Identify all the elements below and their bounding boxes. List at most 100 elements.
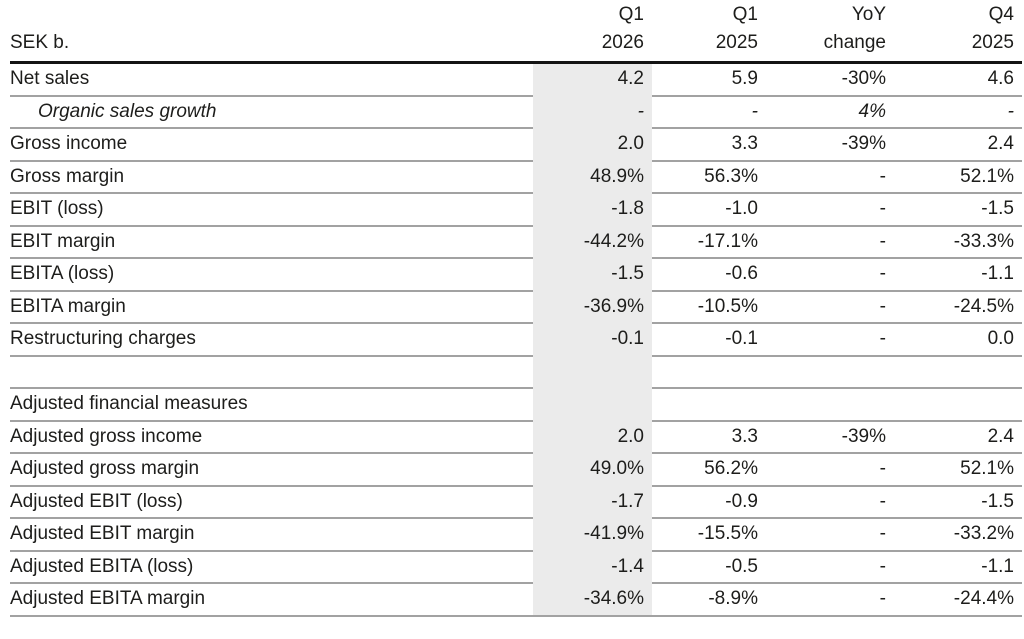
cell-yoy-change: - xyxy=(766,519,894,552)
cell-yoy-change: 4% xyxy=(766,97,894,129)
cell-q1-2025: -17.1% xyxy=(652,227,766,259)
cell-q1-2026: 2.0 xyxy=(533,421,652,454)
row-label: Restructuring charges xyxy=(10,324,533,357)
cell-yoy-change: - xyxy=(766,324,894,357)
row-label: Adjusted EBIT margin xyxy=(10,519,533,552)
table-row: EBITA margin -36.9% -10.5% - -24.5% xyxy=(10,291,1022,324)
cell-q1-2025: -8.9% xyxy=(652,584,766,617)
table-row: EBIT margin -44.2% -17.1% - -33.3% xyxy=(10,226,1022,259)
cell-q4-2025: 2.4 xyxy=(894,129,1022,162)
cell-q4-2025: -1.5 xyxy=(894,194,1022,227)
cell-q4-2025: 4.6 xyxy=(894,64,1022,97)
cell-q1-2025: -15.5% xyxy=(652,519,766,552)
row-label: Gross margin xyxy=(10,162,533,194)
cell-q4-2025: 52.1% xyxy=(894,454,1022,487)
cell-yoy-change: - xyxy=(766,227,894,259)
table-row: Adjusted EBITA margin -34.6% -8.9% - -24.4% xyxy=(10,584,1022,617)
cell-q1-2026: 48.9% xyxy=(533,161,652,194)
cell-yoy-change: - xyxy=(766,454,894,487)
column-header-line2: 2026 xyxy=(601,32,644,53)
cell-q1-2026: -1.5 xyxy=(533,259,652,292)
quarterly-results-table: SEK b. Q1 2026 Q1 2025 YoY change Q4 202… xyxy=(10,0,1022,617)
row-label: Adjusted EBITA (loss) xyxy=(10,552,533,584)
column-header-line2: 2025 xyxy=(715,32,758,53)
cell-q1-2026: 4.2 xyxy=(533,64,652,97)
row-label: Adjusted EBITA margin xyxy=(10,584,533,617)
unit-label-text: SEK b. xyxy=(10,32,70,53)
cell-yoy-change: -39% xyxy=(766,422,894,454)
column-header-line2: 2025 xyxy=(971,32,1014,53)
table-row: Gross income 2.0 3.3 -39% 2.4 xyxy=(10,129,1022,162)
column-header-line1: Q1 xyxy=(732,4,758,25)
cell-yoy-change: - xyxy=(766,162,894,194)
column-header-line1: Q1 xyxy=(618,4,644,25)
cell-q1-2026: 49.0% xyxy=(533,454,652,487)
cell-q4-2025: - xyxy=(894,97,1022,129)
cell-q1-2026: -34.6% xyxy=(533,584,652,617)
cell-q1-2025: -0.9 xyxy=(652,487,766,519)
row-label xyxy=(10,357,533,389)
cell-q1-2025: -0.5 xyxy=(652,552,766,584)
cell-yoy-change: - xyxy=(766,194,894,227)
cell-yoy-change: - xyxy=(766,487,894,519)
cell-q4-2025: -1.5 xyxy=(894,487,1022,519)
table-row: Adjusted EBITA (loss) -1.4 -0.5- -1.1 xyxy=(10,551,1022,584)
table-row: Adjusted EBIT (loss) -1.7 -0.9- -1.5 xyxy=(10,486,1022,519)
column-header-line1: Q4 xyxy=(988,4,1014,25)
section-title: Adjusted financial measures xyxy=(10,389,533,422)
table-row: EBIT (loss) -1.8 -1.0- -1.5 xyxy=(10,194,1022,227)
column-header-q1-2026: Q1 2026 xyxy=(533,0,652,61)
row-label: EBITA (loss) xyxy=(10,259,533,292)
cell-q1-2025: -0.6 xyxy=(652,259,766,292)
table-row: EBITA (loss) -1.5 -0.6- -1.1 xyxy=(10,259,1022,292)
cell-q1-2026 xyxy=(533,356,652,389)
cell-yoy-change: -30% xyxy=(766,64,894,97)
cell-q1-2026: -36.9% xyxy=(533,291,652,324)
column-header-line1: YoY xyxy=(851,4,886,25)
table-row: Restructuring charges -0.1 -0.1-0.0 xyxy=(10,324,1022,357)
cell-q1-2025: 5.9 xyxy=(652,64,766,97)
cell-q4-2025: -1.1 xyxy=(894,259,1022,292)
table-row: Adjusted EBIT margin -41.9% -15.5% - -33.2% xyxy=(10,519,1022,552)
cell-q1-2026 xyxy=(533,389,652,422)
cell-q4-2025: -33.2% xyxy=(894,519,1022,552)
column-header-yoy-change: YoY change xyxy=(766,0,894,61)
row-label: Adjusted gross margin xyxy=(10,454,533,487)
cell-q1-2025: 56.2% xyxy=(652,454,766,487)
cell-q4-2025: -24.4% xyxy=(894,584,1022,617)
row-label: Organic sales growth xyxy=(10,97,533,129)
cell-yoy-change: - xyxy=(766,584,894,617)
cell-q1-2025: 3.3 xyxy=(652,129,766,162)
cell-q1-2025: 3.3 xyxy=(652,422,766,454)
cell-yoy-change xyxy=(766,357,894,389)
cell-yoy-change: - xyxy=(766,259,894,292)
table-body: Net sales 4.2 5.9 -30% 4.6 Organic sales grow… xyxy=(10,64,1022,617)
cell-q1-2026: - xyxy=(533,96,652,129)
cell-q1-2025: 56.3% xyxy=(652,162,766,194)
cell-q1-2026: -1.7 xyxy=(533,486,652,519)
table-row: Net sales 4.2 5.9 -30% 4.6 xyxy=(10,64,1022,97)
cell-q1-2025 xyxy=(652,389,766,422)
cell-q1-2025: -10.5% xyxy=(652,292,766,324)
cell-q1-2026: -1.8 xyxy=(533,194,652,227)
cell-q4-2025 xyxy=(894,357,1022,389)
column-header-q4-2025: Q4 2025 xyxy=(894,0,1022,61)
cell-yoy-change: -39% xyxy=(766,129,894,162)
row-label: Adjusted EBIT (loss) xyxy=(10,487,533,519)
cell-q1-2025: -1.0 xyxy=(652,194,766,227)
cell-q4-2025: 52.1% xyxy=(894,162,1022,194)
row-label: Net sales xyxy=(10,64,533,97)
cell-q4-2025 xyxy=(894,389,1022,422)
table-row: Gross margin 48.9% 56.3% -52.1% xyxy=(10,161,1022,194)
cell-q1-2026: 2.0 xyxy=(533,129,652,162)
row-label: Adjusted gross income xyxy=(10,422,533,454)
cell-q1-2026: -41.9% xyxy=(533,519,652,552)
cell-q1-2026: -44.2% xyxy=(533,226,652,259)
unit-label: SEK b. xyxy=(10,0,533,61)
cell-q4-2025: 2.4 xyxy=(894,422,1022,454)
spacer-row xyxy=(10,356,1022,389)
row-label: EBIT (loss) xyxy=(10,194,533,227)
cell-q1-2025: - xyxy=(652,97,766,129)
cell-q4-2025: -24.5% xyxy=(894,292,1022,324)
